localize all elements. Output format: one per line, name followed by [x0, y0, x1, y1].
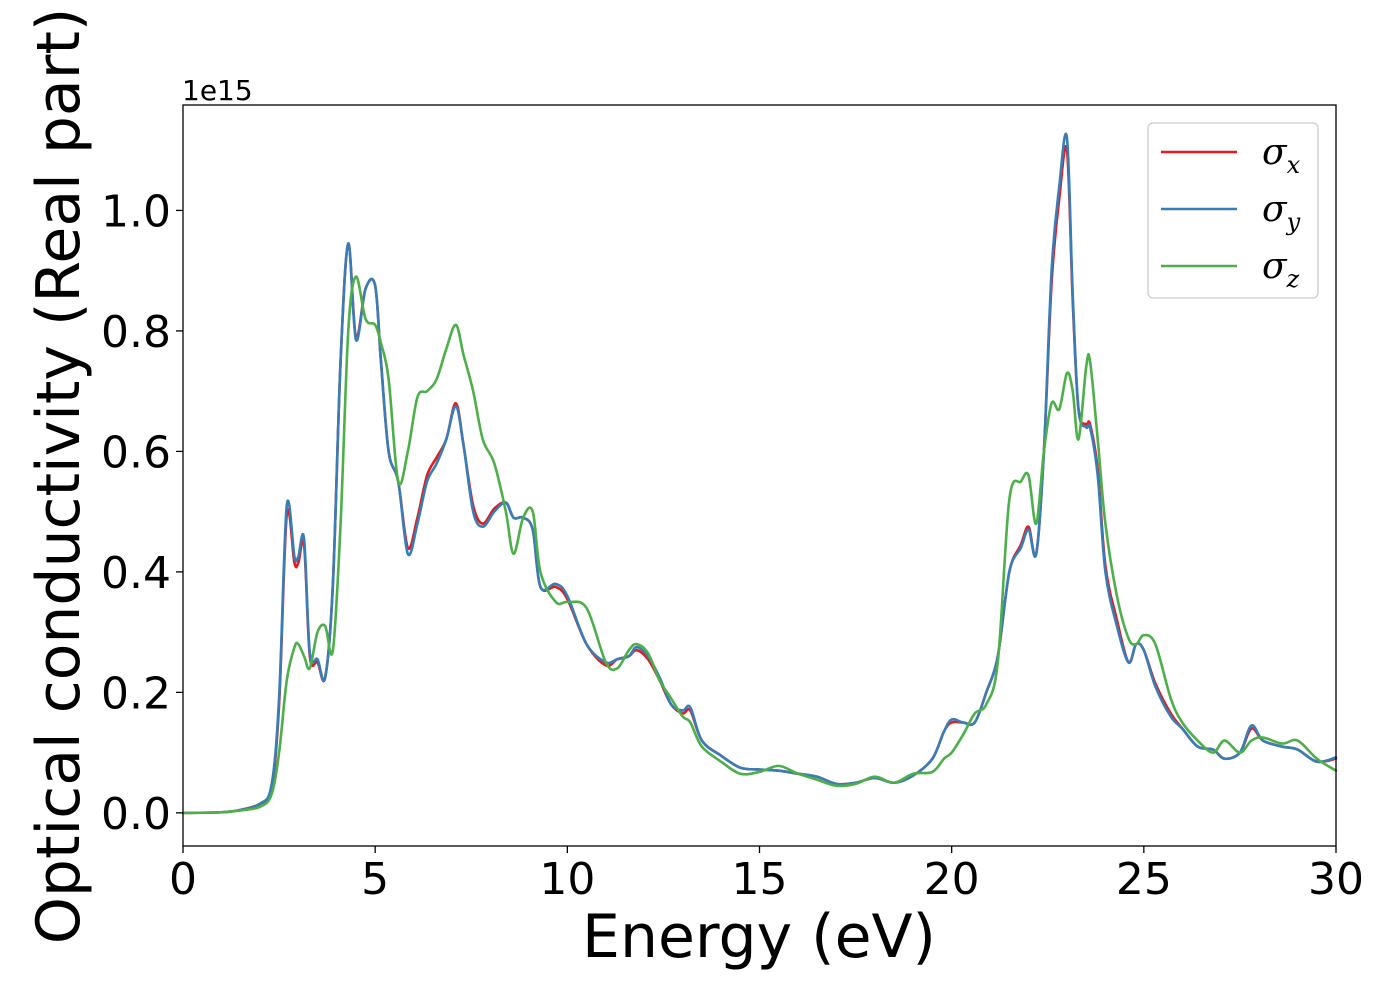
- series-line-z: [181, 275, 1338, 815]
- y-tick-label: 0.4: [101, 548, 171, 599]
- y-axis-label: Optical conductivity (Real part): [24, 8, 94, 945]
- legend-box: [1147, 122, 1319, 299]
- y-tick-label: 0.6: [101, 427, 171, 478]
- x-tick-label: 0: [169, 854, 197, 905]
- x-tick-label: 15: [732, 854, 788, 905]
- series-line-y: [181, 132, 1338, 815]
- y-axis-ticks: 0.0 0.2 0.4 0.6 0.8 1.0: [101, 186, 183, 840]
- y-tick-label: 0.8: [101, 307, 171, 358]
- x-tick-label: 5: [361, 854, 389, 905]
- y-tick-label: 0.0: [101, 789, 171, 840]
- y-tick-label: 0.2: [101, 668, 171, 719]
- x-tick-label: 30: [1308, 854, 1364, 905]
- y-tick-label: 1.0: [101, 186, 171, 237]
- series-layer: [181, 132, 1338, 815]
- x-tick-label: 25: [1116, 854, 1172, 905]
- x-tick-label: 20: [924, 854, 980, 905]
- x-axis-label: Energy (eV): [582, 902, 936, 972]
- x-axis-ticks: 0 5 10 15 20 25 30: [169, 846, 1364, 905]
- x-tick-label: 10: [539, 854, 595, 905]
- y-axis-offset-label: 1e15: [182, 74, 253, 107]
